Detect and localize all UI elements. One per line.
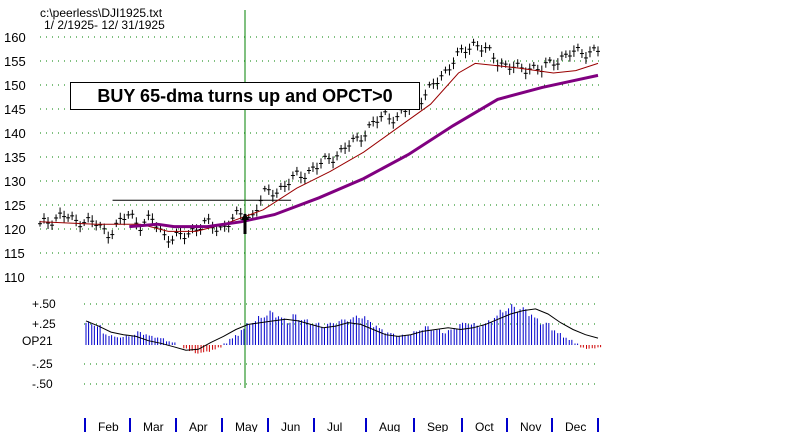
month-label: May xyxy=(235,420,258,432)
y-tick-label: 160 xyxy=(4,30,26,45)
y-tick-label: 140 xyxy=(4,126,26,141)
y-tick-label: 125 xyxy=(4,198,26,213)
month-label: Nov xyxy=(520,420,541,432)
y-tick-label: 110 xyxy=(4,270,25,285)
month-label: Dec xyxy=(565,420,586,432)
buy-signal-banner: BUY 65-dma turns up and OPCT>0 xyxy=(70,82,420,110)
slow-moving-average-line xyxy=(129,73,599,229)
date-range: 1/ 2/1925- 12/ 31/1925 xyxy=(44,18,165,32)
y-tick-label: 120 xyxy=(4,222,26,237)
file-path: c:\peerless\DJI1925.txt xyxy=(40,6,163,20)
month-label: Apr xyxy=(189,420,208,432)
month-label: Sep xyxy=(427,420,449,432)
month-label: Oct xyxy=(475,420,494,432)
y-tick-label: 155 xyxy=(4,54,26,69)
oscillator-average-line xyxy=(85,308,599,351)
y-tick-label: 130 xyxy=(4,174,26,189)
month-label: Aug xyxy=(379,420,400,432)
y-tick-label: 115 xyxy=(4,246,25,261)
osc-series-label: OP21 xyxy=(22,334,53,348)
month-label: Jul xyxy=(327,420,342,432)
y-tick-label: 135 xyxy=(4,150,26,165)
osc-y-tick-label: -.50 xyxy=(32,377,53,391)
osc-y-tick-label: +.25 xyxy=(32,317,56,331)
osc-y-tick-label: +.50 xyxy=(32,297,56,311)
fast-moving-average-line xyxy=(39,62,599,232)
month-label: Feb xyxy=(98,420,119,432)
y-tick-label: 150 xyxy=(4,78,26,93)
buy-signal-arrow-head xyxy=(241,213,249,220)
month-label: Jun xyxy=(281,420,300,432)
month-label: Mar xyxy=(143,420,164,432)
osc-y-tick-label: -.25 xyxy=(32,357,53,371)
y-tick-label: 145 xyxy=(4,102,26,117)
